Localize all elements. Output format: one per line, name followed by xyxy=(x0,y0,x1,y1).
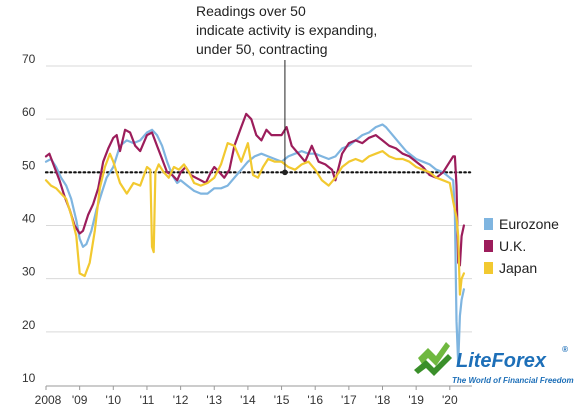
series-line-eurozone xyxy=(44,123,465,365)
legend-swatch xyxy=(484,218,493,230)
annotation-text-line-3: under 50, contracting xyxy=(196,41,328,57)
x-tick-label: '17 xyxy=(341,393,357,407)
annotation-text-line-1: Readings over 50 xyxy=(196,3,306,19)
legend-swatch xyxy=(484,240,493,252)
x-tick-label: '13 xyxy=(206,393,222,407)
legend-label: Eurozone xyxy=(499,216,559,232)
x-tick-label: '12 xyxy=(173,393,189,407)
x-tick-label: '16 xyxy=(307,393,323,407)
x-tick-label: '14 xyxy=(240,393,256,407)
y-tick-label: 30 xyxy=(22,265,36,279)
legend-label: U.K. xyxy=(499,238,526,254)
x-tick-label: 2008 xyxy=(35,393,62,407)
x-tick-label: '15 xyxy=(274,393,290,407)
x-tick-label: '20 xyxy=(442,393,458,407)
gridlines xyxy=(46,65,472,333)
liteforex-watermark: LiteForex The World of Financial Freedom… xyxy=(414,342,574,385)
brand-tagline: The World of Financial Freedom xyxy=(452,376,574,385)
x-tick-label: '09 xyxy=(72,393,88,407)
registered-mark: ® xyxy=(562,345,568,354)
brand-name: LiteForex xyxy=(456,350,547,372)
x-tick-label: '19 xyxy=(408,393,424,407)
liteforex-logo-icon xyxy=(414,342,452,376)
series-lines xyxy=(44,112,465,365)
y-tick-label: 10 xyxy=(22,371,36,385)
series-line-uk xyxy=(44,112,465,267)
legend-swatch xyxy=(484,262,493,274)
legend: Eurozone U.K. Japan xyxy=(484,216,559,276)
y-axis-ticks: 10 20 30 40 50 60 70 xyxy=(22,52,36,385)
y-tick-label: 60 xyxy=(22,105,36,119)
x-tick-label: '11 xyxy=(140,393,155,407)
annotation-marker xyxy=(282,169,288,176)
y-tick-label: 50 xyxy=(22,158,36,172)
y-tick-label: 70 xyxy=(22,52,36,66)
x-axis-ticks: 2008 '09 '10 '11 '12 '13 '14 '15 '16 '17 '18 '19 '20 xyxy=(35,385,472,407)
x-tick-label: '18 xyxy=(375,393,391,407)
y-tick-label: 40 xyxy=(22,212,36,226)
x-tick-label: '10 xyxy=(105,393,121,407)
annotation: Readings over 50 indicate activity is ex… xyxy=(196,3,377,176)
series-line-japan xyxy=(44,142,465,296)
legend-label: Japan xyxy=(499,260,537,276)
annotation-text-line-2: indicate activity is expanding, xyxy=(196,22,377,38)
y-tick-label: 20 xyxy=(22,318,36,332)
